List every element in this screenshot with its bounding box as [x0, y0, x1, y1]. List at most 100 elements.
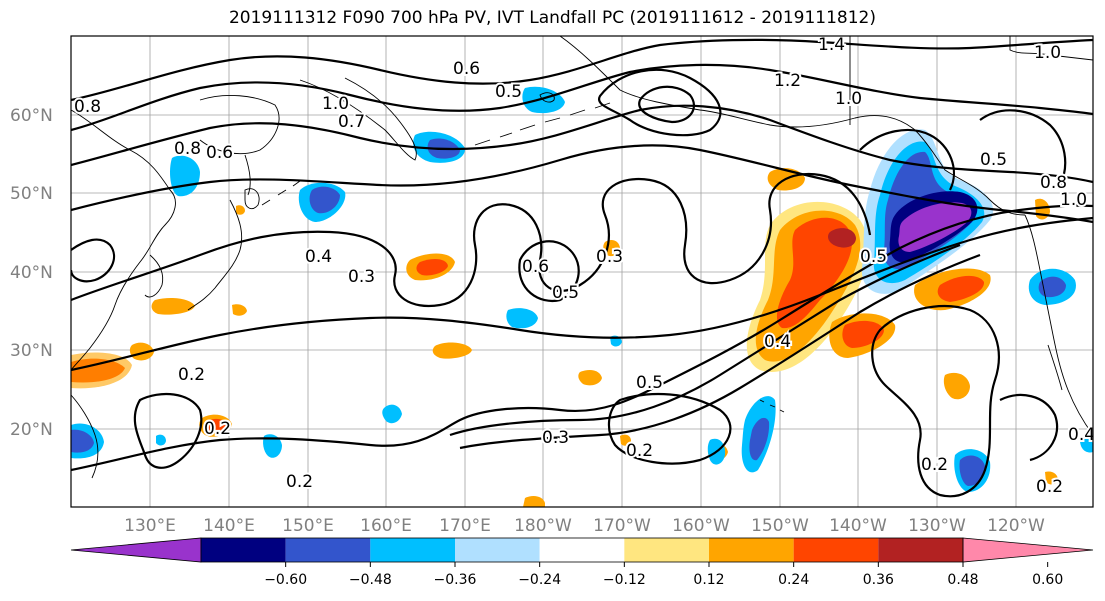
contour-label: 0.5: [636, 373, 663, 393]
fill-tropical-lb: [506, 308, 538, 329]
colorbar-tick-label: −0.48: [349, 572, 392, 588]
lon-label: 130°E: [124, 516, 176, 536]
colorbar-segment: [793, 538, 879, 562]
contour-label: 0.8: [174, 139, 201, 159]
colorbar-extend-low: [70, 537, 202, 563]
contour-10: [459, 253, 981, 450]
colorbar-segment: [201, 538, 286, 562]
coast-aleutians: [474, 102, 611, 146]
contour-6: [518, 240, 580, 303]
contour-19: [999, 393, 1059, 462]
latitude-labels: 60°N 50°N 40°N 30°N 20°N: [10, 106, 53, 440]
colorbar-ticks: −0.60 −0.48 −0.36 −0.24 −0.12 0.12 0.24 0.36 0.4…: [264, 562, 1063, 588]
coast-japan: [187, 199, 243, 311]
lon-label: 160°W: [672, 516, 730, 536]
contour-label: 0.2: [178, 365, 205, 385]
colorbar-segment: [709, 538, 794, 562]
contour-label: 0.6: [206, 143, 233, 163]
contour-label: 0.4: [1068, 425, 1095, 445]
pv-contours: [71, 38, 1093, 498]
contour-2: [71, 63, 1093, 132]
contour-label: 0.2: [1036, 477, 1063, 497]
contour-15: [133, 393, 203, 469]
positive-anomaly-fills: [71, 168, 1058, 507]
contour-13: [607, 392, 732, 465]
contour-label: 0.8: [74, 97, 101, 117]
contour-label: 1.4: [818, 35, 845, 55]
contour-label: 0.6: [522, 257, 549, 277]
map-frame: [70, 35, 1094, 508]
fill-sea-cyan-1: [263, 434, 282, 458]
coast-north-america: [1024, 214, 1093, 436]
coast-canada-north: [1009, 36, 1093, 61]
fill-taiwan-orange: [129, 342, 154, 361]
colorbar-tick-label: 0.36: [863, 572, 894, 588]
lon-label: 140°E: [203, 516, 255, 536]
contour-label: 0.5: [860, 247, 887, 267]
lon-label: 150°E: [282, 516, 334, 536]
contour-label: 0.3: [348, 267, 375, 287]
contour-label: 1.0: [1034, 43, 1061, 63]
fill-sea-cyan-2: [382, 404, 402, 424]
lon-label: 130°W: [908, 516, 966, 536]
fill-hawaii-darkblue: [959, 455, 986, 486]
fill-japan-sea-red: [416, 258, 448, 276]
fill-okhotsk-blue: [309, 186, 340, 214]
contour-12: [638, 85, 696, 124]
fill-tropical-orange: [432, 342, 472, 359]
contour-label: 0.4: [764, 332, 791, 352]
lat-label: 50°N: [10, 184, 53, 204]
contour-3: [71, 104, 1093, 184]
fill-tropical-orange2: [578, 370, 602, 386]
contour-label: 0.2: [286, 472, 313, 492]
lon-label: 160°E: [360, 516, 412, 536]
contour-label: 0.3: [542, 428, 569, 448]
contour-18: [71, 238, 116, 283]
contour-14: [871, 304, 1000, 498]
contour-8: [71, 204, 1093, 472]
colorbar-tick-label: 0.12: [693, 572, 724, 588]
contour-11: [597, 68, 722, 137]
colorbar-extend-high: [962, 537, 1094, 563]
page-title: 2019111312 F090 700 hPa PV, IVT Landfall…: [228, 8, 876, 28]
contour-label: 0.5: [552, 283, 579, 303]
colorbar-tick-label: −0.24: [518, 572, 561, 588]
fill-small-cyan-3: [156, 434, 166, 446]
lon-label: 150°W: [751, 516, 809, 536]
contour-9: [449, 243, 961, 437]
colorbar-segment: [539, 538, 625, 562]
contour-label: 0.2: [204, 419, 231, 439]
colorbar-outline: [200, 537, 964, 563]
coast-kamchatka: [299, 77, 417, 161]
lat-label: 60°N: [10, 106, 53, 126]
contour-label: 0.2: [921, 455, 948, 475]
fill-philippines-red: [205, 418, 227, 433]
contour-labels: 1.4 1.2 1.0 1.0 0.8 0.6 0.5 0.7 0.8 0.6 …: [72, 35, 1095, 499]
colorbar-segments: [70, 537, 1094, 563]
fill-hawaii-orange: [943, 372, 970, 400]
contour-16: [859, 128, 955, 191]
colorbar-tick-label: 0.48: [947, 572, 978, 588]
coast-sakhalin: [244, 154, 251, 196]
lat-label: 20°N: [10, 420, 53, 440]
contour-label: 0.3: [596, 247, 623, 267]
lon-label: 120°W: [987, 516, 1045, 536]
colorbar-tick-label: −0.60: [264, 572, 307, 588]
colorbar: −0.60 −0.48 −0.36 −0.24 −0.12 0.12 0.24 0.36 0.4…: [70, 537, 1094, 588]
fill-china-orange: [151, 298, 195, 315]
contour-7: [71, 216, 1093, 372]
contour-label: 0.4: [305, 247, 332, 267]
coast-japan-north: [244, 188, 260, 210]
fill-nw-coast-red: [937, 275, 985, 302]
fill-west-edge-outer: [71, 352, 132, 389]
contour-label: 1.0: [1060, 190, 1087, 210]
colorbar-tick-label: −0.12: [603, 572, 646, 588]
colorbar-tick-label: 0.24: [778, 572, 809, 588]
contour-label: 1.0: [835, 89, 862, 109]
contour-5: [71, 172, 872, 308]
colorbar-segment: [878, 538, 963, 562]
contour-label: 0.7: [338, 112, 365, 132]
colorbar-segment: [370, 538, 455, 562]
coast-korea: [144, 254, 164, 298]
